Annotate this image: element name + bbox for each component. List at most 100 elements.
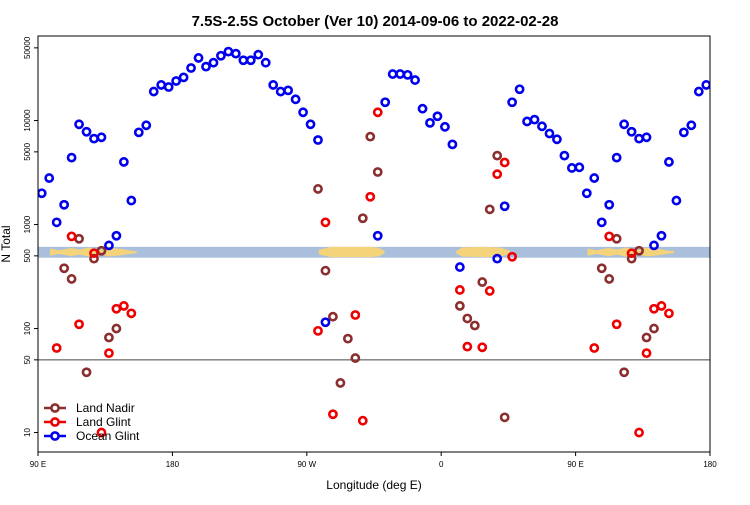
- data-point: [454, 285, 465, 295]
- data-point: [81, 126, 92, 137]
- data-point: [611, 319, 622, 330]
- data-point: [238, 55, 249, 66]
- data-point: [664, 308, 674, 319]
- y-tick-label: 5000: [23, 142, 32, 160]
- data-point: [477, 342, 488, 353]
- series-ocean-glint: [38, 46, 710, 328]
- data-point: [693, 86, 704, 97]
- data-point: [664, 157, 674, 167]
- data-point: [111, 323, 122, 334]
- data-point: [186, 63, 196, 73]
- data-point: [462, 341, 473, 352]
- data-point: [678, 127, 689, 138]
- data-point: [649, 323, 659, 334]
- data-point: [387, 69, 398, 79]
- data-point: [111, 303, 122, 314]
- data-point: [290, 94, 301, 105]
- series-land-nadir: [59, 131, 659, 423]
- data-point: [133, 127, 144, 138]
- data-point: [44, 173, 55, 183]
- data-point: [126, 195, 137, 206]
- data-point: [552, 134, 562, 145]
- data-point: [118, 157, 129, 167]
- x-tick-label: 90 W: [297, 460, 316, 469]
- data-point: [634, 133, 644, 144]
- data-point: [59, 263, 70, 274]
- data-point: [74, 119, 84, 130]
- data-point: [216, 50, 226, 61]
- data-point: [566, 163, 577, 173]
- data-point: [74, 319, 84, 330]
- data-point: [298, 107, 308, 118]
- data-point: [328, 409, 338, 420]
- y-axis: 10 50 100 500 1000 5000 10000 50000: [23, 36, 38, 437]
- data-point: [275, 86, 286, 97]
- data-point: [193, 53, 204, 63]
- data-point: [649, 240, 659, 251]
- data-point: [701, 80, 710, 90]
- data-point: [245, 55, 256, 66]
- data-point: [544, 128, 555, 139]
- data-point: [357, 213, 368, 224]
- data-point: [492, 253, 503, 264]
- legend-marker: [50, 417, 60, 427]
- data-point: [454, 262, 465, 272]
- data-point: [223, 46, 234, 57]
- data-point: [268, 80, 279, 90]
- data-point: [499, 201, 510, 212]
- data-point: [313, 184, 323, 194]
- data-point: [372, 167, 383, 177]
- data-point: [462, 313, 473, 324]
- data-point: [74, 233, 84, 244]
- data-point: [51, 343, 62, 353]
- data-point: [537, 121, 547, 132]
- data-point: [328, 311, 338, 322]
- data-point: [126, 308, 137, 319]
- data-point: [469, 320, 480, 331]
- data-point: [313, 325, 323, 336]
- data-point: [104, 240, 114, 251]
- data-point: [477, 277, 488, 287]
- data-point: [81, 367, 92, 378]
- data-point: [641, 348, 652, 359]
- data-point: [619, 367, 630, 378]
- data-point: [507, 97, 518, 108]
- data-point: [417, 103, 428, 114]
- data-point: [626, 253, 637, 264]
- data-point: [656, 301, 667, 311]
- data-point: [499, 157, 510, 168]
- plot-frame: [37, 35, 711, 453]
- data-point: [402, 69, 413, 80]
- data-point: [320, 317, 331, 328]
- data-point: [283, 85, 294, 96]
- data-point: [372, 107, 383, 118]
- data-point: [626, 248, 637, 259]
- points-layer: [38, 46, 710, 438]
- data-point: [671, 195, 682, 206]
- data-point: [522, 116, 532, 127]
- data-point: [604, 231, 615, 242]
- legend-label: Ocean Glint: [76, 429, 140, 443]
- legend-marker: [50, 403, 60, 413]
- data-point: [581, 188, 592, 199]
- data-point: [604, 199, 615, 210]
- data-point: [611, 233, 622, 244]
- data-point: [589, 343, 600, 353]
- data-point: [104, 348, 114, 359]
- data-point: [230, 48, 241, 59]
- map-land-patch: [318, 246, 385, 258]
- x-tick-label: 180: [166, 460, 180, 469]
- data-point: [507, 251, 518, 262]
- data-point: [641, 332, 652, 343]
- data-point: [499, 412, 510, 423]
- data-point: [163, 82, 174, 92]
- data-point: [514, 84, 525, 95]
- data-point: [634, 427, 644, 438]
- data-point: [51, 217, 62, 228]
- data-point: [492, 169, 503, 180]
- data-point: [626, 126, 637, 137]
- legend-label: Land Glint: [76, 415, 131, 429]
- data-point: [604, 274, 615, 284]
